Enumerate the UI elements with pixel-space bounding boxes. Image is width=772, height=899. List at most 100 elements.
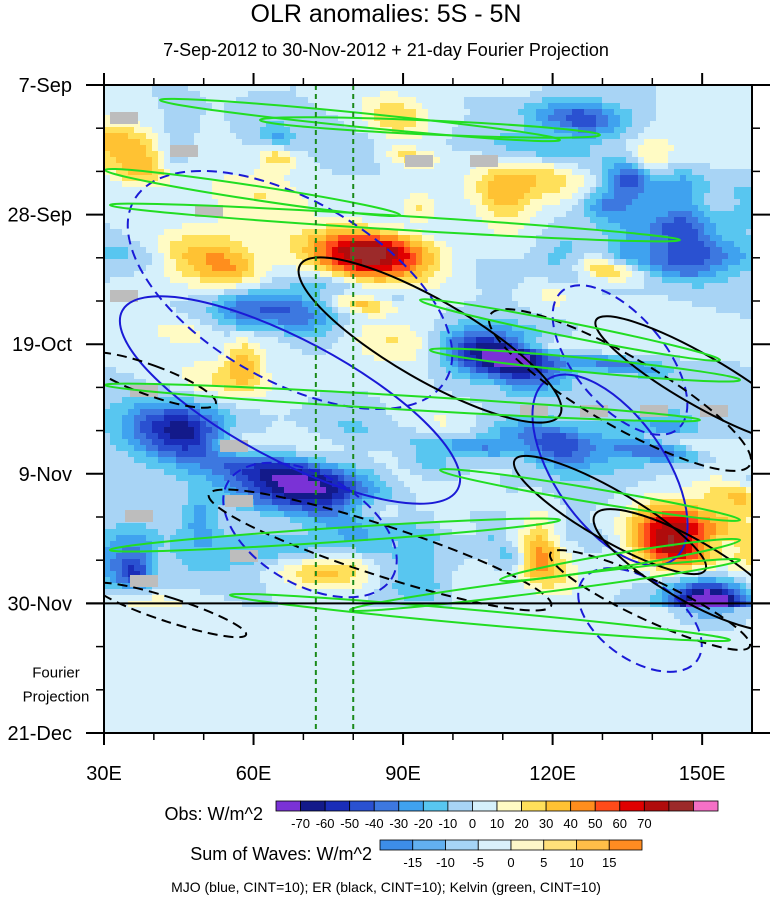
waves-legend-swatch [543,839,577,851]
obs-legend-swatch [373,800,400,812]
obs-legend-swatch [570,800,596,812]
obs-legend-level-label: 70 [637,816,651,831]
obs-legend-level-label: 30 [539,816,553,831]
waves-legend-swatch [412,839,446,851]
er-contour [104,581,248,639]
mjo-contour [222,461,398,599]
obs-legend-swatch [275,800,301,812]
obs-legend-level-label: -50 [340,816,359,831]
y-tick-label: 28-Sep [8,205,73,227]
missing-data-block [225,495,253,507]
obs-legend-swatch [643,800,670,812]
obs-legend-swatch [668,800,694,812]
obs-legend-level-label: -30 [389,816,408,831]
missing-data-block [220,440,248,452]
obs-legend-level-label: 20 [514,816,528,831]
kelvin-contour [498,537,742,583]
obs-legend-level-label: 60 [613,816,627,831]
kelvin-contour [108,202,682,243]
obs-legend-swatch [300,800,326,812]
waves-legend-swatch [510,839,545,851]
obs-legend-swatch [619,800,645,812]
waves-legend-level-label: 0 [507,855,514,870]
obs-legend-swatch [422,800,449,812]
waves-legend-level-label: -5 [472,855,484,870]
mjo-contour [551,284,689,436]
obs-legend-swatch [594,800,621,812]
obs-legend-swatch [349,800,375,812]
kelvin-contour [228,592,732,643]
kelvin-contour [108,517,562,553]
missing-data-block [110,112,138,124]
obs-legend-swatch [398,800,424,812]
obs-legend-title: Obs: W/m^2 [165,804,263,824]
y-tick-label: 30-Nov [8,593,72,615]
y-tick-label: 7-Sep [19,75,72,97]
x-tick-label: 150E [679,763,726,785]
waves-legend-level-label: 15 [602,855,616,870]
plot-frame [103,84,753,734]
obs-legend-level-label: 40 [563,816,577,831]
er-contour [548,549,752,651]
waves-legend-level-label: 10 [569,855,583,870]
waves-legend-swatch [608,839,643,851]
waves-legend-swatch [445,839,479,851]
missing-data-block [110,290,138,302]
waves-legend-swatch [379,839,414,851]
obs-legend-level-label: -10 [438,816,457,831]
y-tick-label: 21-Dec [8,723,72,745]
missing-data-block [520,405,548,417]
kelvin-contour [104,382,702,423]
er-contour [594,315,752,445]
obs-legend-level-label: 0 [469,816,476,831]
missing-data-block [700,405,728,417]
obs-legend-level-label: -60 [316,816,335,831]
waves-legend-level-label: 5 [540,855,547,870]
waves-legend-swatch [576,839,610,851]
obs-legend-swatch [324,800,351,812]
kelvin-contour [428,347,742,383]
legends: -70 -60 -50 -40 -30 -20 -10 0 10 20 30 40 50 60 70Obs:… [165,800,719,895]
obs-legend-level-label: 50 [588,816,602,831]
y-tick-label: 9-Nov [19,464,72,486]
missing-data-block [470,155,498,167]
waves-legend-swatch [477,839,512,851]
heatmap-field [104,85,752,733]
missing-data-block [125,510,153,522]
projection-label: Projection [23,688,90,705]
waves-legend-level-label: -10 [436,855,455,870]
obs-legend-level-label: -20 [414,816,433,831]
kelvin-contour [258,116,602,139]
obs-legend-swatch [472,800,498,812]
x-tick-label: 120E [529,763,576,785]
missing-data-block [405,155,433,167]
kelvin-contour [418,298,722,362]
waves-legend-level-label: -15 [403,855,422,870]
obs-legend-swatch [693,800,719,812]
obs-legend-level-label: -40 [365,816,384,831]
kelvin-contour [438,468,742,522]
er-contour [104,351,217,409]
y-tick-label: 19-Oct [12,334,72,356]
missing-data-block [195,205,223,217]
missing-data-block [130,575,158,587]
obs-legend-swatch [521,800,547,812]
contour-footnote: MJO (blue, CINT=10); ER (black, CINT=10)… [171,879,601,895]
chart-subtitle: 7-Sep-2012 to 30-Nov-2012 + 21-day Fouri… [163,40,609,60]
waves-legend-title: Sum of Waves: W/m^2 [190,844,372,864]
er-contour [297,256,563,424]
er-contour [487,308,752,472]
axes: 30E 60E 90E 120E 150E 7-Sep 28-Sep 19-Oct 9-Nov 3… [8,73,770,785]
er-contour [207,488,553,612]
kelvin-contour [158,97,562,143]
mjo-contour [577,567,703,673]
er-contour [592,508,752,632]
obs-legend-swatch [447,800,473,812]
obs-legend-level-label: 10 [490,816,504,831]
obs-legend-swatch [545,800,572,812]
projection-label: Fourier [32,664,80,681]
obs-legend-level-label: -70 [291,816,310,831]
x-tick-label: 60E [236,763,272,785]
missing-data-block [170,145,198,157]
